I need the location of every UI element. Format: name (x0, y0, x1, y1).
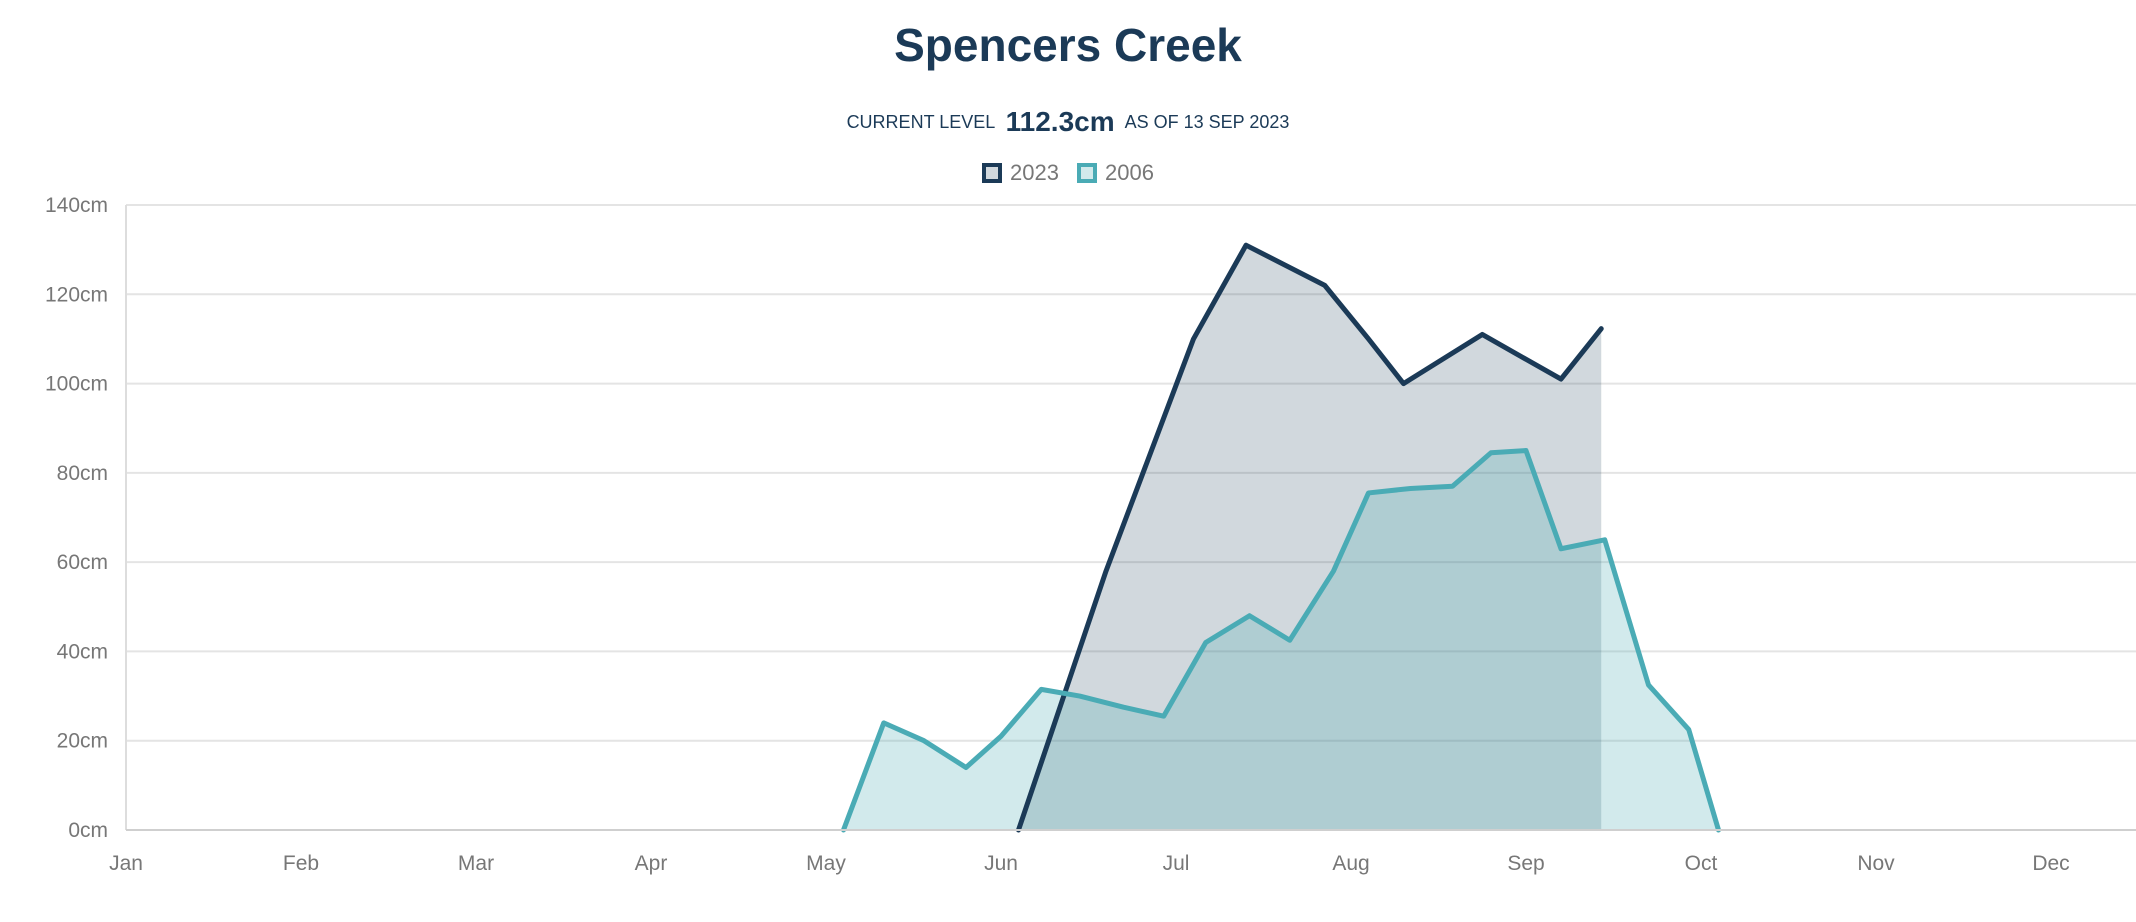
x-tick-label-jun: Jun (984, 852, 1018, 875)
x-tick-label-apr: Apr (635, 852, 668, 875)
y-tick-label-140: 140cm (45, 194, 108, 217)
legend-label-2006: 2006 (1105, 160, 1154, 185)
current-level-line: CURRENT LEVEL 112.3cm AS OF 13 SEP 2023 (0, 106, 2136, 138)
x-tick-label-may: May (806, 852, 846, 875)
y-tick-labels: 0cm 20cm 40cm 60cm 80cm 100cm 120cm 140cm (45, 194, 108, 842)
y-tick-label-40: 40cm (57, 640, 108, 663)
x-tick-label-jan: Jan (109, 852, 143, 875)
x-tick-label-nov: Nov (1857, 852, 1895, 875)
x-tick-label-sep: Sep (1507, 852, 1544, 875)
x-tick-label-feb: Feb (283, 852, 319, 875)
line-2023 (1016, 242, 1604, 833)
area-2023 (1018, 245, 1602, 830)
legend: 2023 2006 (0, 160, 2136, 186)
as-of-label: AS OF 13 SEP 2023 (1124, 112, 1290, 132)
current-level-label: CURRENT LEVEL (846, 112, 995, 132)
y-tick-label-0: 0cm (68, 819, 108, 842)
x-tick-label-aug: Aug (1332, 852, 1369, 875)
legend-swatch-2006 (1077, 163, 1097, 183)
x-tick-label-mar: Mar (458, 852, 494, 875)
line-2006 (841, 448, 1721, 833)
x-tick-labels: Jan Feb Mar Apr May Jun Jul Aug Sep Oct Nov Dec (109, 852, 2070, 875)
legend-swatch-2023 (982, 163, 1003, 183)
axes (125, 205, 2136, 831)
series-areas (843, 245, 1719, 830)
y-tick-label-120: 120cm (45, 283, 108, 306)
current-level-value: 112.3cm (1005, 106, 1115, 137)
legend-label-2023: 2023 (1010, 160, 1059, 185)
y-tick-label-80: 80cm (57, 462, 108, 485)
legend-item-2023[interactable]: 2023 (982, 160, 1059, 186)
x-tick-label-oct: Oct (1685, 852, 1718, 875)
area-2006 (843, 450, 1719, 830)
grid-lines (126, 204, 2136, 742)
y-tick-label-100: 100cm (45, 373, 108, 396)
series-lines (841, 242, 1721, 833)
x-tick-label-dec: Dec (2032, 852, 2069, 875)
y-tick-label-60: 60cm (57, 551, 108, 574)
y-tick-label-20: 20cm (57, 730, 108, 753)
x-tick-label-jul: Jul (1163, 852, 1190, 875)
legend-item-2006[interactable]: 2006 (1077, 160, 1154, 186)
chart-title: Spencers Creek (894, 19, 1242, 71)
